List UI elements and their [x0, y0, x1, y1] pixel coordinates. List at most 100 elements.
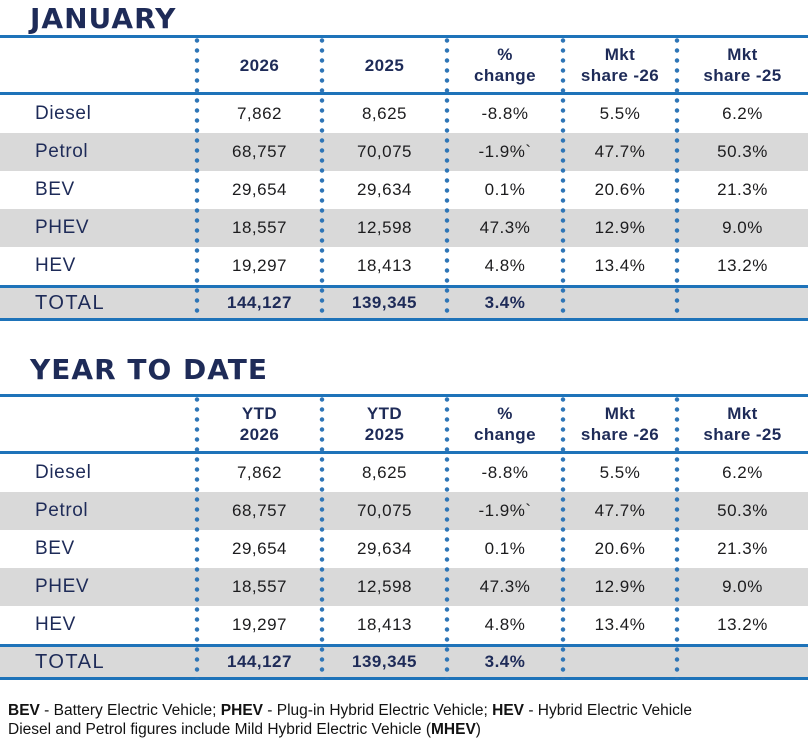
header-line1: 2025 [364, 55, 405, 75]
value-2025: 12,598 [357, 218, 412, 237]
footnote-mhev-pre: Diesel and Petrol figures include Mild H… [8, 721, 431, 738]
footnote-phev-abbr: PHEV [220, 702, 263, 719]
value-ytd-2026: 18,557 [232, 577, 287, 596]
header-line1: % [497, 404, 513, 423]
header-line1: Mkt [727, 404, 758, 423]
value-ytd-2025: 29,634 [357, 539, 412, 558]
row-label: Petrol [35, 500, 89, 521]
table-row-petrol: Petrol 68,757 70,075 -1.9%` 47.7% 50.3% [0, 133, 808, 171]
value-share-25: 6.2% [722, 463, 763, 482]
header-line2: change [474, 66, 536, 85]
value-share-26: 13.4% [594, 615, 646, 634]
value-share-26: 20.6% [594, 539, 646, 558]
row-label: BEV [35, 179, 75, 200]
table-row-bev: BEV 29,654 29,634 0.1% 20.6% 21.3% [0, 171, 808, 209]
total-2025: 139,345 [352, 293, 417, 312]
table-row-hev: HEV 19,297 18,413 4.8% 13.4% 13.2% [0, 247, 808, 285]
year-to-date-section: YEAR TO DATE YTD 2026 YTD 2025 % change [0, 351, 808, 680]
row-label: HEV [35, 614, 76, 635]
value-pct-change: -1.9%` [478, 501, 532, 520]
column-header-mkt-share-26: Mkt share -26 [563, 403, 677, 445]
total-row: TOTAL 144,127 139,345 3.4% [0, 644, 808, 680]
header-line1: Mkt [604, 45, 636, 64]
value-ytd-2025: 70,075 [357, 501, 412, 520]
total-row: TOTAL 144,127 139,345 3.4% [0, 285, 808, 321]
header-line1: YTD [366, 404, 403, 423]
row-label: Diesel [35, 462, 92, 483]
row-label: PHEV [35, 576, 90, 597]
column-header-pct-change: % change [447, 44, 563, 86]
value-ytd-2026: 29,654 [232, 539, 287, 558]
year-to-date-title: YEAR TO DATE [30, 353, 268, 386]
value-2026: 29,654 [232, 180, 287, 199]
footnote-bev-abbr: BEV [8, 702, 40, 719]
table-row-phev: PHEV 18,557 12,598 47.3% 12.9% 9.0% [0, 568, 808, 606]
total-ytd-2026: 144,127 [227, 652, 292, 671]
row-label: Petrol [35, 141, 89, 162]
value-pct-change: 4.8% [484, 615, 526, 634]
column-header-ytd-2025: YTD 2025 [322, 403, 447, 445]
value-ytd-2026: 7,862 [236, 463, 283, 482]
value-pct-change: 47.3% [479, 218, 531, 237]
value-ytd-2025: 12,598 [357, 577, 412, 596]
value-2026: 7,862 [236, 104, 283, 123]
value-share-25: 6.2% [722, 104, 763, 123]
value-share-25: 21.3% [717, 539, 768, 558]
total-2026: 144,127 [227, 293, 292, 312]
value-2026: 19,297 [232, 256, 287, 275]
header-row: 2026 2025 % change Mkt share -26 Mkt sha… [0, 35, 808, 95]
row-label: PHEV [35, 217, 90, 238]
footnote-line1: BEV - Battery Electric Vehicle; PHEV - P… [8, 701, 808, 720]
column-header-pct-change: % change [447, 403, 563, 445]
row-label: BEV [35, 538, 75, 559]
value-share-26: 47.7% [594, 142, 646, 161]
value-2025: 18,413 [357, 256, 412, 275]
value-share-26: 13.4% [594, 256, 646, 275]
value-share-25: 21.3% [717, 180, 768, 199]
value-pct-change: -8.8% [481, 104, 529, 123]
value-share-25: 9.0% [722, 577, 763, 596]
total-label: TOTAL [35, 291, 106, 314]
column-header-mkt-share-25: Mkt share -25 [677, 44, 808, 86]
value-2025: 70,075 [357, 142, 412, 161]
value-2026: 18,557 [232, 218, 287, 237]
table-row-hev: HEV 19,297 18,413 4.8% 13.4% 13.2% [0, 606, 808, 644]
value-share-26: 12.9% [594, 577, 646, 596]
header-line1: % [497, 45, 513, 64]
table-row-diesel: Diesel 7,862 8,625 -8.8% 5.5% 6.2% [0, 454, 808, 492]
header-line2: share -25 [703, 66, 782, 85]
header-line2: share -25 [703, 425, 782, 444]
footnote-hev-abbr: HEV [492, 702, 525, 719]
header-line1: YTD [241, 404, 278, 423]
total-label: TOTAL [35, 650, 106, 673]
value-share-25: 9.0% [722, 218, 763, 237]
total-pct-change: 3.4% [484, 293, 526, 312]
value-share-26: 20.6% [594, 180, 646, 199]
value-ytd-2026: 19,297 [232, 615, 287, 634]
value-pct-change: 0.1% [484, 539, 526, 558]
year-to-date-table: YTD 2026 YTD 2025 % change Mkt share -26… [0, 394, 808, 680]
row-label: HEV [35, 255, 76, 276]
footnote-hev-text: - Hybrid Electric Vehicle [524, 702, 692, 719]
column-header-2025: 2025 [322, 55, 447, 76]
footnote: BEV - Battery Electric Vehicle; PHEV - P… [8, 701, 808, 739]
value-share-26: 47.7% [594, 501, 646, 520]
header-line2: share -26 [580, 425, 660, 444]
value-share-25: 50.3% [717, 501, 768, 520]
header-line1: Mkt [727, 45, 758, 64]
table-row-diesel: Diesel 7,862 8,625 -8.8% 5.5% 6.2% [0, 95, 808, 133]
header-line1: 2026 [239, 55, 280, 75]
value-ytd-2025: 18,413 [357, 615, 412, 634]
value-2025: 8,625 [361, 104, 408, 123]
value-pct-change: 0.1% [484, 180, 526, 199]
january-table: 2026 2025 % change Mkt share -26 Mkt sha… [0, 35, 808, 321]
value-2026: 68,757 [232, 142, 287, 161]
column-header-mkt-share-25: Mkt share -25 [677, 403, 808, 445]
value-2025: 29,634 [357, 180, 412, 199]
value-share-25: 50.3% [717, 142, 768, 161]
footnote-line2: Diesel and Petrol figures include Mild H… [8, 720, 808, 739]
value-share-25: 13.2% [717, 615, 768, 634]
footnote-mhev-abbr: MHEV [431, 721, 476, 738]
footnote-bev-text: - Battery Electric Vehicle; [39, 702, 221, 719]
value-ytd-2026: 68,757 [232, 501, 287, 520]
